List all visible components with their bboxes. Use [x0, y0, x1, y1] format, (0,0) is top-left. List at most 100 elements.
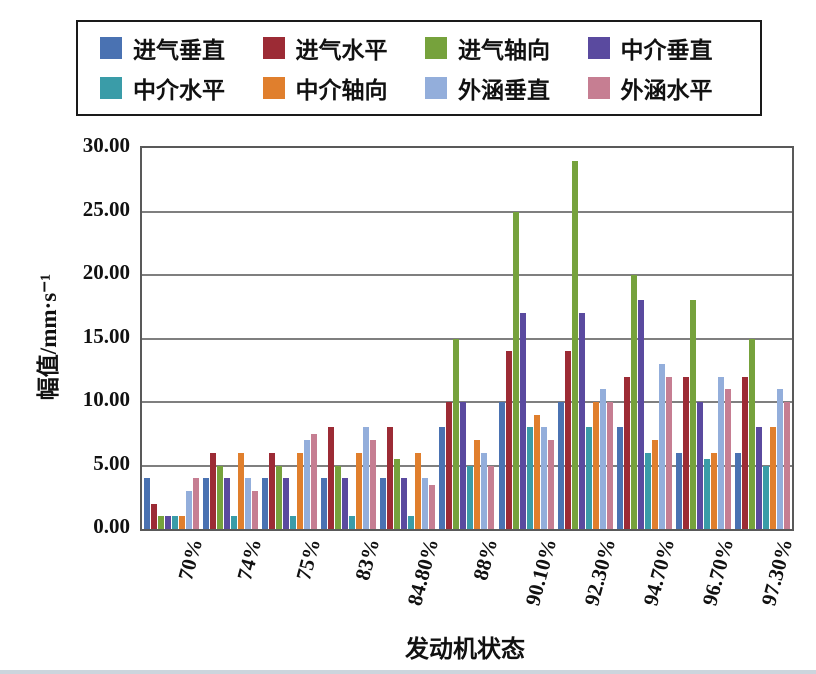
legend-item: 进气垂直: [100, 31, 263, 65]
bar: [734, 452, 741, 529]
bar: [231, 516, 238, 529]
gridline: [142, 401, 792, 403]
bar: [304, 440, 311, 529]
legend-item: 外涵水平: [587, 71, 751, 105]
bar: [498, 402, 505, 529]
bar-group: [615, 148, 674, 529]
bar: [585, 427, 592, 529]
bar: [283, 478, 290, 529]
bar: [429, 484, 436, 529]
bar: [689, 300, 696, 529]
bar-group: [497, 148, 556, 529]
bar: [245, 478, 252, 529]
legend-swatch-icon: [262, 37, 285, 59]
bar-group: [674, 148, 733, 529]
bar: [783, 402, 790, 529]
bar: [533, 414, 540, 529]
bar: [290, 516, 297, 529]
bar: [547, 440, 554, 529]
bar: [637, 300, 644, 529]
gridline: [142, 274, 792, 276]
bar: [665, 376, 672, 529]
bar: [564, 351, 571, 529]
bar: [481, 452, 488, 529]
bar: [439, 427, 446, 529]
bar: [238, 452, 245, 529]
bar-group: [260, 148, 319, 529]
bar: [592, 402, 599, 529]
bar: [710, 452, 717, 529]
legend-label: 进气轴向: [458, 38, 550, 63]
bar: [252, 490, 259, 529]
x-tick-label: 75%: [290, 536, 325, 583]
bar: [401, 478, 408, 529]
x-tick-label: 92.30%: [579, 536, 621, 609]
bar: [342, 478, 349, 529]
bar: [193, 478, 200, 529]
bar: [453, 338, 460, 529]
legend-label: 进气垂直: [133, 38, 225, 63]
bar: [682, 376, 689, 529]
bar: [644, 452, 651, 529]
bar: [606, 402, 613, 529]
bar: [474, 440, 481, 529]
bar: [769, 427, 776, 529]
bar: [321, 478, 328, 529]
bar: [335, 465, 342, 529]
bar: [651, 440, 658, 529]
x-tick-label: 90.10%: [520, 536, 562, 609]
bar-group: [733, 148, 792, 529]
bar: [630, 275, 637, 529]
bar: [165, 516, 172, 529]
bar-group: [437, 148, 496, 529]
bar-group: [319, 148, 378, 529]
bar: [363, 427, 370, 529]
x-tick-label: 84.80%: [402, 536, 444, 609]
bar: [599, 389, 606, 529]
bar: [658, 363, 665, 529]
bar: [408, 516, 415, 529]
x-tick-label: 94.70%: [638, 536, 680, 609]
legend-item: 中介轴向: [262, 71, 426, 105]
bar: [297, 452, 304, 529]
y-tick-label: 10.00: [82, 387, 130, 411]
plot-area: [140, 146, 794, 531]
bar: [571, 160, 578, 529]
legend-label: 中介垂直: [620, 38, 713, 63]
legend-item: 中介垂直: [587, 31, 751, 65]
legend-swatch-icon: [587, 37, 610, 59]
bar: [172, 516, 179, 529]
bar: [311, 433, 318, 529]
y-tick-label: 15.00: [82, 323, 130, 348]
bar: [387, 427, 394, 529]
bar: [262, 478, 269, 529]
x-tick-label: 74%: [231, 536, 266, 583]
y-tick-label: 5.00: [93, 450, 130, 475]
legend-swatch-icon: [100, 37, 122, 59]
bar-group: [201, 148, 260, 529]
bar: [394, 459, 401, 529]
bar: [540, 427, 547, 529]
bar: [748, 338, 755, 529]
bar: [328, 427, 335, 529]
bar: [349, 516, 356, 529]
bar: [224, 478, 231, 529]
bar: [488, 465, 495, 529]
bar: [724, 389, 731, 529]
legend-swatch-icon: [100, 77, 122, 99]
bar: [505, 351, 512, 529]
bar: [696, 402, 703, 529]
bar: [557, 402, 564, 529]
bar: [217, 465, 224, 529]
bar: [151, 503, 158, 529]
legend-label: 外涵水平: [620, 78, 713, 103]
bar: [415, 452, 422, 529]
gridline: [142, 464, 792, 467]
bar: [741, 376, 748, 529]
bar: [446, 402, 453, 529]
legend-item: 中介水平: [100, 71, 263, 105]
bar-group: [142, 148, 201, 529]
gridline: [142, 337, 792, 340]
x-tick-label: 88%: [468, 536, 503, 583]
